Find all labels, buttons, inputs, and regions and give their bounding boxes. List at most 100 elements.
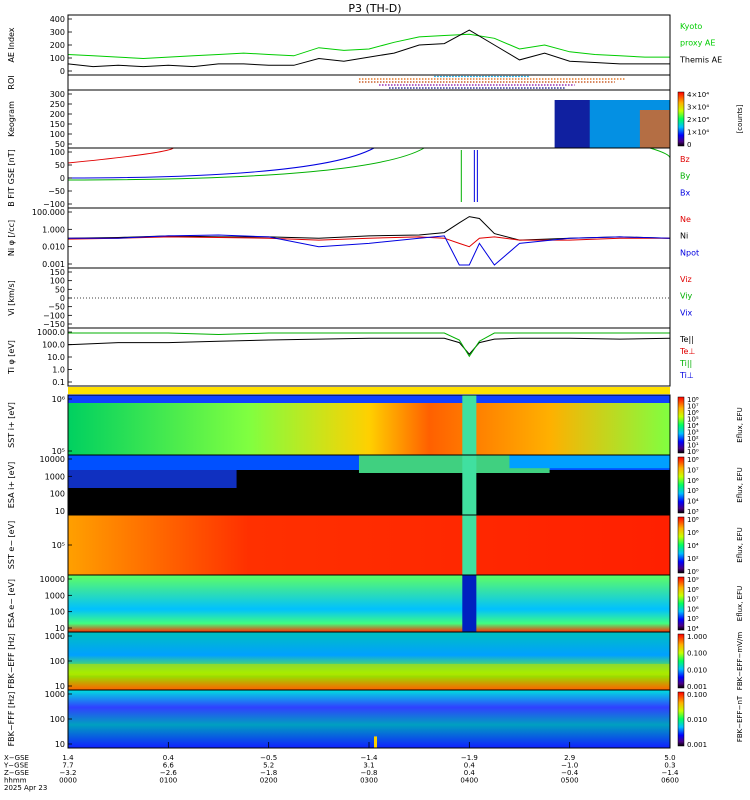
by-curve-end — [649, 147, 671, 159]
x-tick-y: 7.7 — [62, 762, 73, 770]
x-axis-row-label: Y−GSE — [3, 762, 28, 770]
x-tick-z: −1.4 — [662, 769, 680, 777]
colorbar-tick: 1×10⁴ — [687, 129, 709, 137]
y-tick-label: 100 — [50, 277, 65, 286]
colorbar-tick: 4×10⁴ — [687, 91, 709, 99]
colorbar-label: [counts] — [736, 104, 744, 133]
x-tick-t: 0500 — [561, 777, 579, 785]
colorbar-tick: 10¹ — [687, 442, 699, 450]
panel-frame — [67, 327, 671, 387]
colorbar-tick: 10⁷ — [687, 403, 699, 411]
legend-te-: Te|| — [679, 335, 694, 344]
colorbar — [677, 633, 685, 689]
legend-te-: Te⊥ — [679, 347, 695, 356]
x-tick-t: 0100 — [159, 777, 177, 785]
colorbar-label: Eflux, EFU — [736, 467, 744, 502]
y-tick-label: 1000 — [45, 472, 65, 481]
esa-ion-band-mid — [68, 470, 237, 488]
panel-frame — [67, 147, 671, 209]
x-tick-z: −2.6 — [160, 769, 178, 777]
y-tick-label: 10000 — [40, 575, 65, 584]
y-tick-label: 200 — [50, 41, 65, 50]
keogram-hot — [639, 110, 670, 148]
panel-ae: AE Index 400 300 200 100 0 Kyoto proxy AE Themis… — [7, 14, 722, 76]
colorbar — [677, 576, 685, 631]
colorbar — [677, 456, 685, 514]
y-tick-label: 0 — [60, 67, 65, 76]
colorbar-tick: 10⁴ — [687, 498, 699, 506]
colorbar — [677, 91, 685, 147]
legend-vix: Vix — [680, 308, 693, 317]
plot-title: P3 (TH-D) — [348, 2, 401, 15]
panel-ylabel: Ni φ [/cc] — [7, 220, 16, 256]
colorbar-tick: 10⁸ — [687, 586, 699, 594]
y-tick-label: 10 — [55, 682, 65, 691]
x-tick-t: 0600 — [661, 777, 679, 785]
colorbar-tick: 10⁶ — [687, 605, 699, 613]
fbk-e-band — [68, 663, 670, 676]
y-tick-label: 1000 — [45, 690, 65, 699]
legend-ti-: Ti⊥ — [679, 371, 694, 380]
y-tick-label: 50 — [55, 140, 65, 149]
y-tick-label: 1000 — [45, 632, 65, 641]
bz-curve — [67, 147, 174, 164]
colorbar-tick: 10³ — [687, 429, 699, 437]
panel-ylabel: AE Index — [7, 27, 16, 62]
y-tick-label: −100 — [43, 200, 65, 209]
x-axis-row-label: Z−GSE — [4, 769, 29, 777]
legend-by: By — [680, 172, 690, 181]
colorbar-tick: 10⁴ — [687, 542, 699, 550]
y-tick-label: 300 — [50, 90, 65, 99]
x-tick-x: −1.4 — [361, 754, 379, 762]
panel-ylabel: Vi [km/s] — [7, 280, 16, 316]
colorbar-tick: 10⁴ — [687, 422, 699, 430]
legend-bx: Bx — [680, 188, 690, 197]
temp-series-0 — [67, 337, 671, 355]
x-tick-y: −1.0 — [561, 762, 578, 770]
fbk-b-spike — [374, 736, 378, 748]
colorbar-tick: 10⁸ — [687, 396, 699, 404]
panel-roi: ROI — [7, 74, 671, 91]
y-tick-label: 100 — [50, 490, 65, 499]
y-tick-label: 50 — [55, 285, 65, 294]
esa_ion-stripe — [462, 455, 477, 515]
by-curve — [67, 147, 425, 181]
sst_elec-spectrogram — [68, 515, 670, 575]
colorbar-tick: 1.000 — [687, 633, 707, 641]
panel-ylabel: SST e− [eV] — [7, 521, 16, 569]
y-tick-label: 1000.0 — [37, 328, 65, 337]
colorbar-tick: 10⁵ — [687, 615, 699, 623]
panel-ylabel: Ti φ [eV] — [7, 340, 16, 375]
legend-ti-: Ti|| — [679, 359, 692, 368]
y-tick-label: 0.010 — [42, 243, 65, 252]
panel-ylabel: ROI — [7, 75, 16, 89]
y-tick-label: 10⁶ — [52, 395, 65, 404]
y-tick-label: 250 — [50, 100, 65, 109]
colorbar-tick: 10² — [687, 435, 699, 443]
colorbar-tick: 10⁸ — [687, 456, 699, 464]
colorbar-tick: 10⁷ — [687, 466, 699, 474]
colorbar-tick: 3×10⁴ — [687, 104, 709, 112]
sst_ion-stripe — [462, 395, 477, 455]
sst_elec-stripe — [462, 515, 477, 575]
legend-viy: Viy — [680, 292, 693, 301]
x-tick-z: −0.4 — [561, 769, 579, 777]
panel-ylabel: ESA e− [eV] — [7, 579, 16, 628]
colorbar-label: FBK−EFF−mV/m — [736, 632, 744, 691]
y-tick-label: 150 — [50, 120, 65, 129]
x-tick-z: −1.8 — [260, 769, 277, 777]
density-npot — [68, 234, 671, 266]
colorbar-tick: 10⁷ — [687, 596, 699, 604]
colorbar-tick: 10⁰ — [687, 568, 699, 576]
x-axis-row-label: X−GSE — [4, 754, 29, 762]
x-tick-t: 0000 — [59, 777, 77, 785]
sst-ion-band-top — [68, 395, 670, 403]
colorbar — [677, 516, 685, 574]
colorbar-tick: 10⁹ — [687, 576, 699, 584]
x-tick-z: −0.8 — [361, 769, 378, 777]
legend-npot: Npot — [680, 248, 699, 257]
colorbar-label: Eflux, EFU — [736, 586, 744, 621]
